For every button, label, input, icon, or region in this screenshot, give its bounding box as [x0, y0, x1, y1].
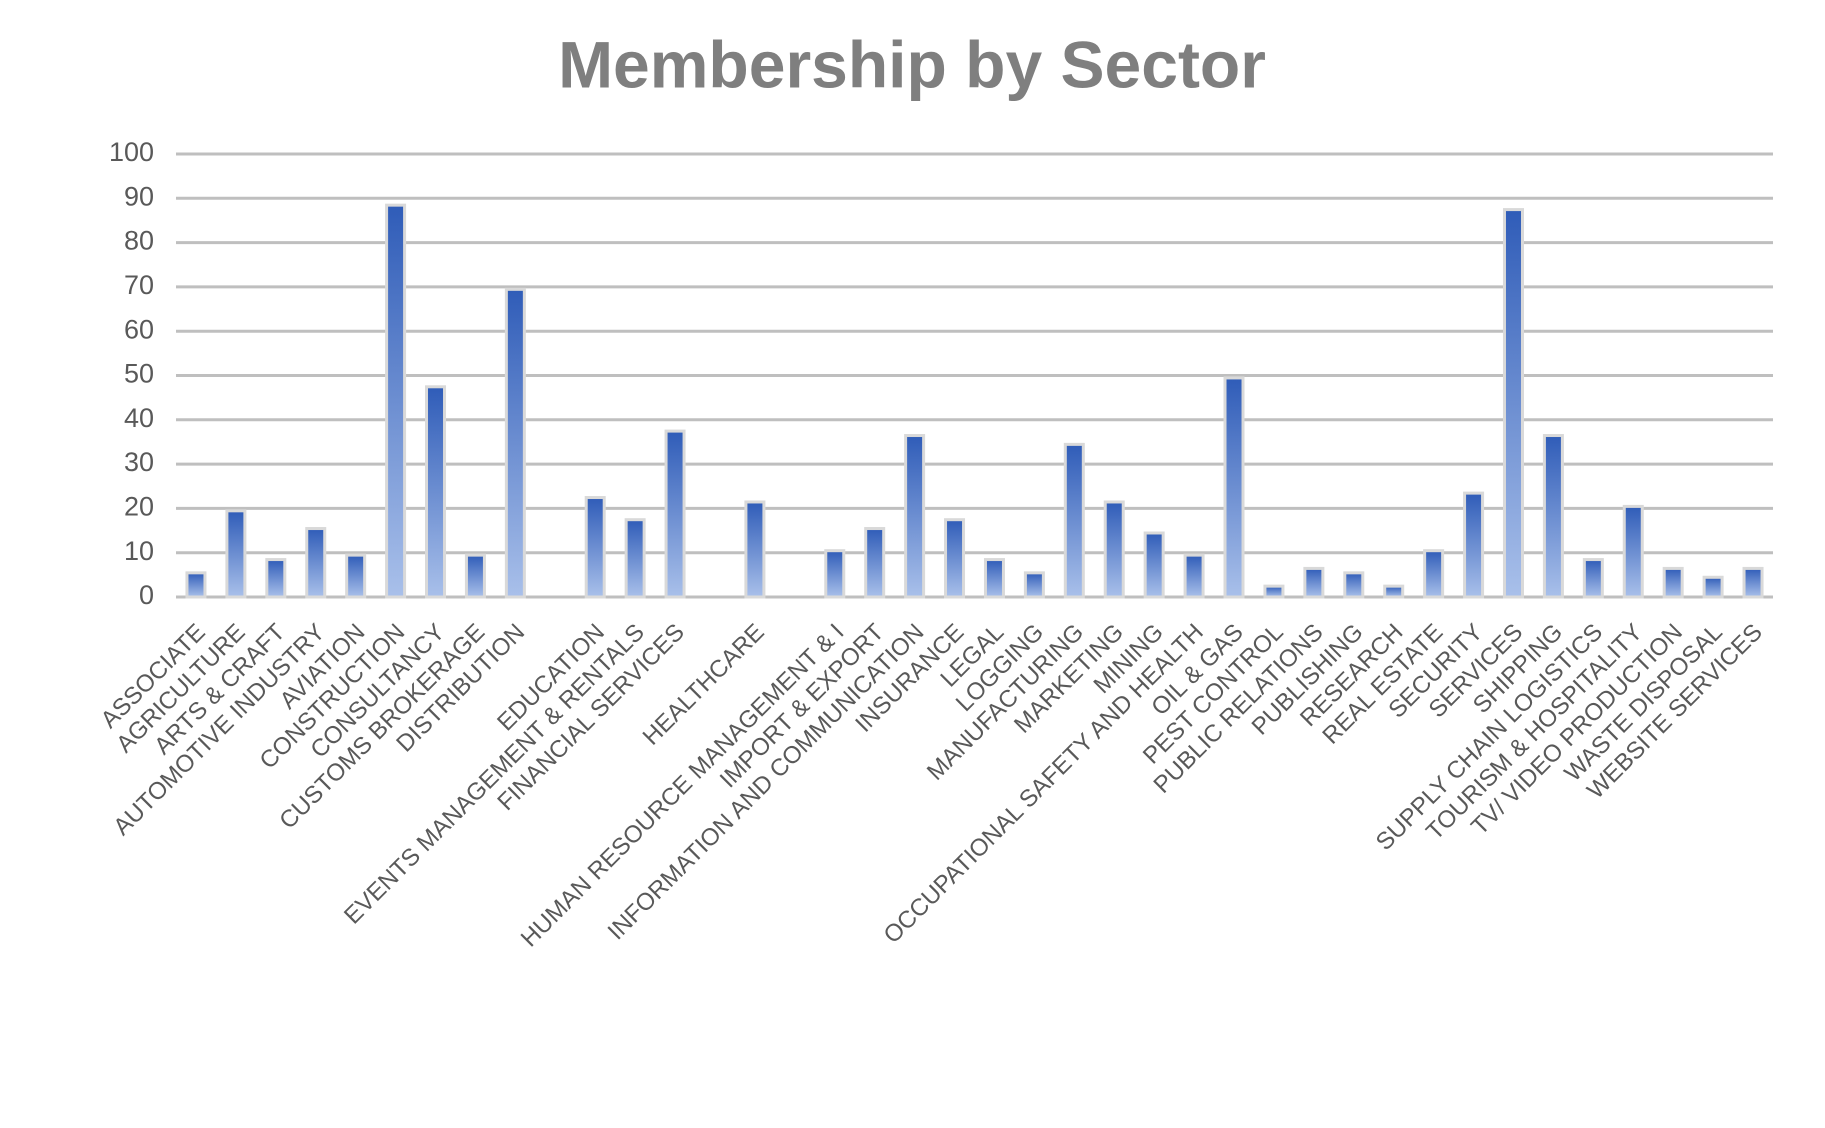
bar — [185, 571, 207, 599]
bar — [1263, 584, 1285, 599]
bar — [1742, 566, 1764, 599]
bar — [1662, 566, 1684, 599]
y-tick-label: 30 — [124, 447, 154, 477]
bar — [824, 549, 846, 599]
bar — [504, 287, 526, 599]
bar — [1582, 558, 1604, 599]
y-tick-label: 90 — [124, 181, 154, 211]
bar — [1463, 491, 1485, 599]
bar — [1183, 553, 1205, 599]
bar — [904, 434, 926, 599]
bar — [944, 518, 966, 599]
bar — [864, 527, 886, 599]
y-tick-label: 60 — [124, 314, 154, 344]
y-tick-label: 80 — [124, 226, 154, 256]
bar — [1622, 504, 1644, 599]
bar — [1502, 208, 1524, 599]
bar — [265, 558, 287, 599]
bar — [385, 203, 407, 599]
y-tick-label: 40 — [124, 403, 154, 433]
bar — [664, 429, 686, 599]
bar — [1103, 500, 1125, 599]
bar — [744, 500, 766, 599]
bar — [1023, 571, 1045, 599]
bar — [1383, 584, 1405, 599]
bar — [1542, 434, 1564, 599]
chart-title: Membership by Sector — [558, 27, 1266, 101]
bar — [1702, 575, 1724, 599]
bar — [464, 553, 486, 599]
bar — [584, 496, 606, 599]
bar — [1143, 531, 1165, 599]
y-tick-label: 0 — [139, 580, 154, 610]
bar — [345, 553, 367, 599]
y-tick-label: 70 — [124, 270, 154, 300]
bar — [425, 385, 447, 599]
bar — [305, 527, 327, 599]
bar — [1223, 376, 1245, 599]
bar — [1423, 549, 1445, 599]
bar — [1063, 442, 1085, 599]
bar — [225, 509, 247, 599]
y-tick-label: 100 — [109, 137, 154, 167]
y-tick-label: 10 — [124, 536, 154, 566]
bar — [1343, 571, 1365, 599]
bar — [983, 558, 1005, 599]
y-tick-label: 50 — [124, 359, 154, 389]
y-tick-label: 20 — [124, 492, 154, 522]
bar — [1303, 566, 1325, 599]
bar — [624, 518, 646, 599]
